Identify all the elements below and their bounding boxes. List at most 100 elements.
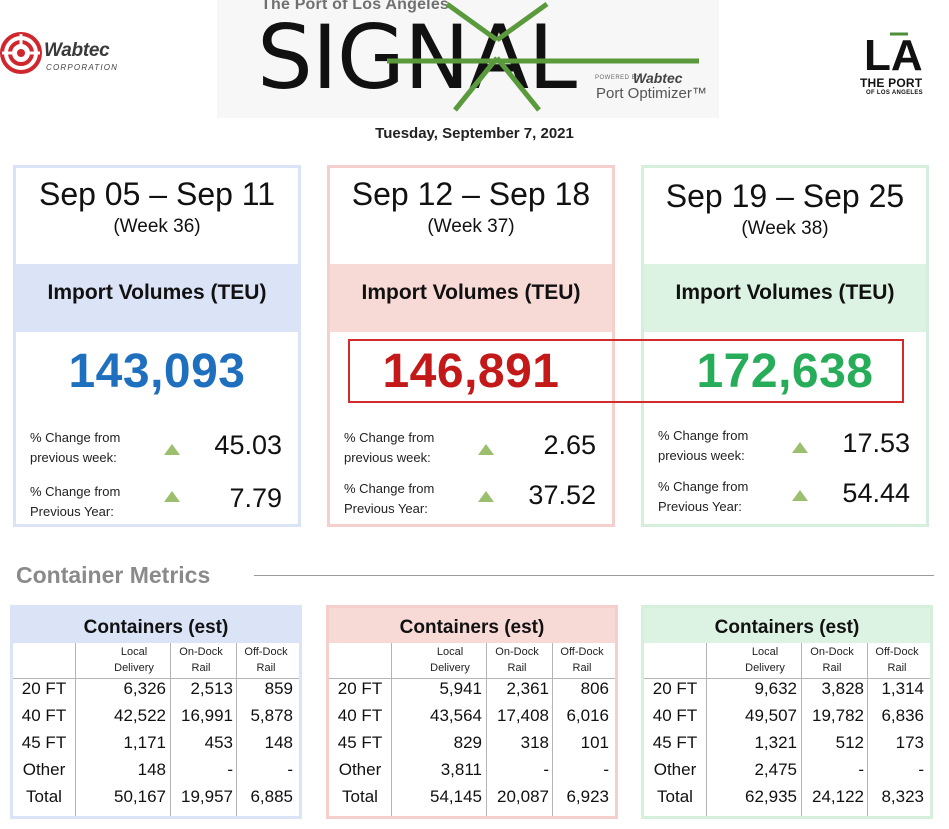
column-divider xyxy=(552,643,553,816)
table-cell: 62,935 xyxy=(745,787,797,806)
column-header-line2: Rail xyxy=(507,662,527,674)
column-header: Off-Dock Rail xyxy=(232,644,300,676)
up-triangle-icon xyxy=(792,442,808,453)
week-number: (Week 37) xyxy=(427,216,515,237)
table-cell: 173 xyxy=(895,733,924,752)
port-optimizer-label: Port Optimizer™ xyxy=(596,85,707,102)
column-header: Local Delivery xyxy=(416,644,484,676)
change-year-label: % Change from Previous Year: xyxy=(658,477,778,517)
table-cell: - xyxy=(287,760,293,779)
change-year-label-line1: % Change from xyxy=(658,479,749,494)
svg-text:LA: LA xyxy=(864,31,923,76)
change-year-value: 37.52 xyxy=(528,480,596,510)
column-header-line2: Rail xyxy=(572,662,592,674)
column-header-line2: Rail xyxy=(256,662,276,674)
change-year-value: 54.44 xyxy=(842,478,910,508)
wabtec-wordmark: Wabtec xyxy=(44,40,110,61)
column-header-line1: Off-Dock xyxy=(875,646,919,658)
change-week-label-line2: previous week: xyxy=(658,448,745,463)
table-cell: 148 xyxy=(264,733,293,752)
table-cell: 50,167 xyxy=(114,787,166,806)
header-divider xyxy=(644,678,930,679)
change-year-label-line2: Previous Year: xyxy=(344,501,428,516)
wabtec-corporation: CORPORATION xyxy=(46,63,119,72)
table-cell: 1,314 xyxy=(881,679,924,698)
table-cell: - xyxy=(858,760,864,779)
table-title: Containers (est) xyxy=(83,617,229,638)
column-header-line1: Off-Dock xyxy=(244,646,288,658)
row-label: 20 FT xyxy=(21,679,67,698)
table-cell: - xyxy=(543,760,549,779)
change-week-label-line1: % Change from xyxy=(30,430,121,445)
change-year-label: % Change from Previous Year: xyxy=(30,482,150,522)
signal-tagline: The Port of Los Angeles xyxy=(261,0,450,13)
week-card-36: Sep 05 – Sep 11 (Week 36) Import Volumes… xyxy=(13,165,301,527)
table-cell: 2,475 xyxy=(754,760,797,779)
table-header-band: Containers (est) xyxy=(13,608,299,643)
column-divider xyxy=(391,643,392,816)
table-cell: 17,408 xyxy=(497,706,549,725)
column-header-line2: Rail xyxy=(887,662,907,674)
table-cell: 512 xyxy=(835,733,864,752)
metric-label: Import Volumes (TEU) xyxy=(675,281,895,304)
header-divider xyxy=(329,678,615,679)
metric-band: Import Volumes (TEU) xyxy=(644,264,926,332)
column-header-line2: Delivery xyxy=(745,662,785,674)
metric-band: Import Volumes (TEU) xyxy=(330,264,612,332)
week-range: Sep 12 – Sep 18 xyxy=(351,176,591,212)
row-label: 20 FT xyxy=(337,679,383,698)
column-divider xyxy=(801,643,802,816)
table-cell: 19,782 xyxy=(812,706,864,725)
table-header-band: Containers (est) xyxy=(644,608,930,643)
signal-logo: The Port of Los Angeles SIGNAL POWERED B… xyxy=(217,0,719,118)
column-divider xyxy=(75,643,76,816)
change-week-label-line1: % Change from xyxy=(344,430,435,445)
table-cell: 318 xyxy=(520,733,549,752)
table-cell: 42,522 xyxy=(114,706,166,725)
row-label: Other xyxy=(22,760,66,779)
powered-by-label: POWERED BY xyxy=(595,75,641,81)
change-year-label-line2: Previous Year: xyxy=(30,504,114,519)
table-cell: 49,507 xyxy=(745,706,797,725)
up-triangle-icon xyxy=(478,444,494,455)
containers-table-week-36: Containers (est) Local Delivery On-Dock Rail… xyxy=(10,605,302,819)
port-name: THE PORT xyxy=(860,76,923,90)
containers-table-week-38: Containers (est) Local Delivery On-Dock Rail… xyxy=(641,605,933,819)
week-card-38: Sep 19 – Sep 25 (Week 38) Import Volumes… xyxy=(641,165,929,527)
up-triangle-icon xyxy=(164,491,180,502)
up-triangle-icon xyxy=(478,491,494,502)
table-cell: 8,323 xyxy=(881,787,924,806)
table-cell: 5,941 xyxy=(439,679,482,698)
table-header-band: Containers (est) xyxy=(329,608,615,643)
table-cell: 829 xyxy=(453,733,482,752)
containers-table-week-37: Containers (est) Local Delivery On-Dock Rail… xyxy=(326,605,618,819)
column-header-line2: Rail xyxy=(191,662,211,674)
column-header: On-Dock Rail xyxy=(798,644,866,676)
column-header: On-Dock Rail xyxy=(483,644,551,676)
row-label: 40 FT xyxy=(21,706,67,725)
week-range: Sep 05 – Sep 11 xyxy=(38,176,276,212)
column-header: Local Delivery xyxy=(100,644,168,676)
column-header-line2: Rail xyxy=(822,662,842,674)
column-header: Local Delivery xyxy=(731,644,799,676)
column-divider xyxy=(236,643,237,816)
table-cell: 16,991 xyxy=(181,706,233,725)
table-title: Containers (est) xyxy=(399,617,545,638)
column-header-line1: On-Dock xyxy=(179,646,223,658)
column-divider xyxy=(486,643,487,816)
table-cell: 3,828 xyxy=(821,679,864,698)
port-subname: OF LOS ANGELES xyxy=(866,90,923,96)
signal-wordmark: SIGNAL xyxy=(257,6,577,109)
import-volume-value: 146,891 xyxy=(382,345,560,398)
change-week-label: % Change from previous week: xyxy=(30,428,150,468)
table-cell: 859 xyxy=(264,679,293,698)
wabtec-logo: Wabtec CORPORATION xyxy=(0,28,140,82)
change-year-value: 7.79 xyxy=(229,483,282,513)
table-cell: 2,361 xyxy=(506,679,549,698)
table-cell: 19,957 xyxy=(181,787,233,806)
section-divider xyxy=(254,575,934,576)
row-label: 40 FT xyxy=(337,706,383,725)
header-divider xyxy=(13,678,299,679)
change-year-label-line2: Previous Year: xyxy=(658,499,742,514)
table-cell: 6,016 xyxy=(566,706,609,725)
